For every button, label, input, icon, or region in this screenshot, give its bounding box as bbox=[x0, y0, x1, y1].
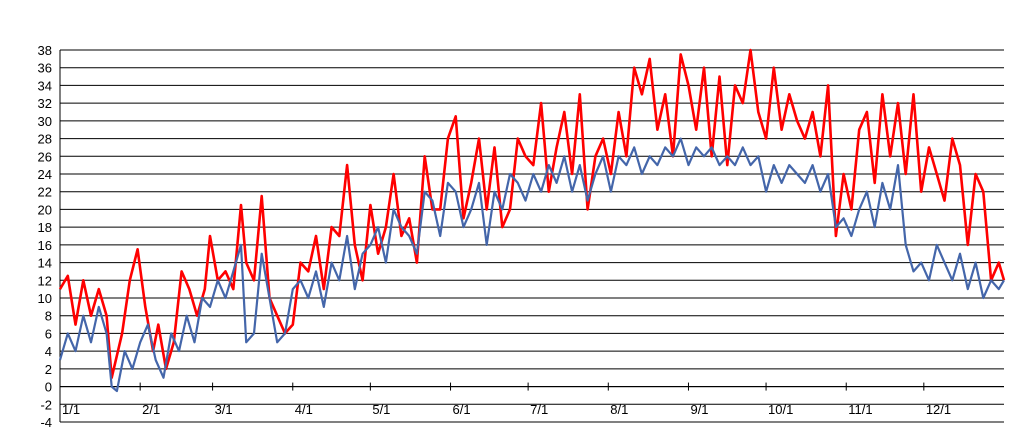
x-tick-label: 2/1 bbox=[142, 402, 160, 417]
y-tick-label: 4 bbox=[45, 344, 52, 359]
x-tick-label: 5/1 bbox=[372, 402, 390, 417]
x-tick-label: 6/1 bbox=[453, 402, 471, 417]
y-tick-label: 8 bbox=[45, 309, 52, 324]
x-tick-label: 11/1 bbox=[848, 402, 872, 417]
y-tick-label: 18 bbox=[38, 220, 52, 235]
x-tick-label: 8/1 bbox=[610, 402, 628, 417]
y-tick-label: 16 bbox=[38, 238, 52, 253]
series-line-2 bbox=[58, 137, 1005, 393]
y-tick-label: -4 bbox=[40, 415, 52, 430]
x-tick-label: 4/1 bbox=[295, 402, 313, 417]
y-tick-label: 38 bbox=[38, 43, 52, 58]
y-tick-label: 12 bbox=[38, 273, 52, 288]
y-tick-label: -2 bbox=[40, 397, 52, 412]
series-lines bbox=[58, 48, 1006, 393]
x-tick-label: 1/1 bbox=[62, 402, 80, 417]
y-tick-label: 30 bbox=[38, 114, 52, 129]
y-tick-label: 28 bbox=[38, 132, 52, 147]
y-tick-label: 34 bbox=[38, 78, 52, 93]
x-tick-label: 3/1 bbox=[215, 402, 233, 417]
x-tick-label: 9/1 bbox=[690, 402, 708, 417]
y-tick-label: 22 bbox=[38, 185, 52, 200]
x-axis: 1/1 2/1 3/1 4/1 5/1 6/1 7/1 8/1 9/1 10/1 11/1 12/1 bbox=[59, 382, 1004, 417]
y-tick-label: 26 bbox=[38, 149, 52, 164]
y-tick-label: 14 bbox=[38, 256, 52, 271]
y-tick-label: 10 bbox=[38, 291, 52, 306]
y-tick-label: 20 bbox=[38, 202, 52, 217]
y-tick-label: 32 bbox=[38, 96, 52, 111]
series-line-1 bbox=[58, 48, 1006, 380]
y-tick-label: 2 bbox=[45, 362, 52, 377]
y-tick-label: 24 bbox=[38, 167, 52, 182]
y-tick-label: 6 bbox=[45, 326, 52, 341]
x-tick-label: 10/1 bbox=[768, 402, 793, 417]
y-tick-label: 0 bbox=[45, 380, 52, 395]
x-tick-label: 12/1 bbox=[926, 402, 951, 417]
y-tick-label: 36 bbox=[38, 61, 52, 76]
x-tick-label: 7/1 bbox=[530, 402, 548, 417]
